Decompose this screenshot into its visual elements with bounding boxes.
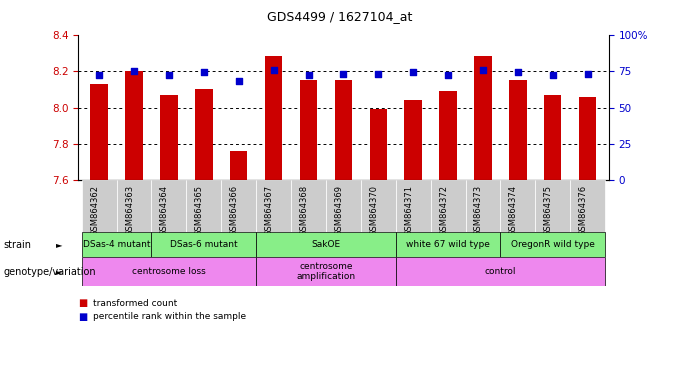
Text: genotype/variation: genotype/variation bbox=[3, 266, 96, 277]
Point bbox=[373, 71, 384, 77]
Text: ■: ■ bbox=[78, 298, 88, 308]
Text: percentile rank within the sample: percentile rank within the sample bbox=[93, 312, 246, 321]
Bar bbox=[230, 151, 248, 180]
Point bbox=[163, 72, 174, 78]
Bar bbox=[195, 89, 213, 180]
Text: centrosome loss: centrosome loss bbox=[132, 267, 206, 276]
Point bbox=[94, 72, 105, 78]
Text: GSM864366: GSM864366 bbox=[230, 185, 239, 236]
Bar bbox=[186, 180, 221, 232]
Text: OregonR wild type: OregonR wild type bbox=[511, 240, 595, 249]
Point bbox=[477, 66, 488, 73]
Text: GSM864365: GSM864365 bbox=[195, 185, 204, 236]
Text: transformed count: transformed count bbox=[93, 299, 177, 308]
Bar bbox=[90, 84, 108, 180]
Point bbox=[338, 71, 349, 77]
Text: GSM864374: GSM864374 bbox=[509, 185, 518, 236]
Text: GSM864363: GSM864363 bbox=[125, 185, 134, 236]
Bar bbox=[256, 257, 396, 286]
Bar bbox=[152, 232, 256, 257]
Bar bbox=[535, 180, 571, 232]
Text: SakOE: SakOE bbox=[311, 240, 341, 249]
Bar bbox=[125, 71, 143, 180]
Text: DSas-4 mutant: DSas-4 mutant bbox=[83, 240, 150, 249]
Bar bbox=[500, 232, 605, 257]
Bar bbox=[291, 180, 326, 232]
Bar bbox=[430, 180, 466, 232]
Bar bbox=[326, 180, 361, 232]
Point bbox=[303, 72, 314, 78]
Bar bbox=[116, 180, 152, 232]
Text: GSM864376: GSM864376 bbox=[579, 185, 588, 236]
Text: centrosome
amplification: centrosome amplification bbox=[296, 262, 356, 281]
Bar bbox=[396, 180, 430, 232]
Bar bbox=[396, 257, 605, 286]
Point bbox=[199, 70, 209, 76]
Bar bbox=[396, 232, 500, 257]
Text: GSM864370: GSM864370 bbox=[369, 185, 378, 236]
Text: GSM864375: GSM864375 bbox=[544, 185, 553, 236]
Text: GSM864367: GSM864367 bbox=[265, 185, 273, 236]
Bar bbox=[466, 180, 500, 232]
Text: ■: ■ bbox=[78, 312, 88, 322]
Bar bbox=[82, 257, 256, 286]
Text: white 67 wild type: white 67 wild type bbox=[406, 240, 490, 249]
Point bbox=[547, 72, 558, 78]
Bar bbox=[82, 180, 116, 232]
Bar bbox=[474, 56, 492, 180]
Text: GSM864368: GSM864368 bbox=[299, 185, 309, 236]
Bar bbox=[405, 100, 422, 180]
Text: GDS4499 / 1627104_at: GDS4499 / 1627104_at bbox=[267, 10, 413, 23]
Bar bbox=[221, 180, 256, 232]
Point bbox=[129, 68, 139, 74]
Bar bbox=[265, 56, 282, 180]
Bar bbox=[509, 80, 526, 180]
Point bbox=[233, 78, 244, 84]
Text: ►: ► bbox=[56, 240, 63, 249]
Bar bbox=[361, 180, 396, 232]
Text: ►: ► bbox=[56, 267, 63, 276]
Bar bbox=[300, 80, 318, 180]
Text: GSM864364: GSM864364 bbox=[160, 185, 169, 236]
Text: GSM864371: GSM864371 bbox=[404, 185, 413, 236]
Point bbox=[268, 66, 279, 73]
Bar bbox=[160, 95, 177, 180]
Point bbox=[443, 72, 454, 78]
Bar bbox=[571, 180, 605, 232]
Bar bbox=[579, 96, 596, 180]
Bar bbox=[256, 180, 291, 232]
Point bbox=[408, 70, 419, 76]
Bar bbox=[82, 232, 152, 257]
Text: DSas-6 mutant: DSas-6 mutant bbox=[170, 240, 237, 249]
Bar bbox=[335, 80, 352, 180]
Bar bbox=[256, 232, 396, 257]
Point bbox=[513, 70, 524, 76]
Bar bbox=[544, 95, 562, 180]
Bar bbox=[369, 109, 387, 180]
Bar bbox=[439, 91, 457, 180]
Bar bbox=[500, 180, 535, 232]
Text: strain: strain bbox=[3, 240, 31, 250]
Text: control: control bbox=[485, 267, 516, 276]
Text: GSM864373: GSM864373 bbox=[474, 185, 483, 236]
Bar bbox=[152, 180, 186, 232]
Point bbox=[582, 71, 593, 77]
Text: GSM864369: GSM864369 bbox=[335, 185, 343, 236]
Text: GSM864372: GSM864372 bbox=[439, 185, 448, 236]
Text: GSM864362: GSM864362 bbox=[90, 185, 99, 236]
